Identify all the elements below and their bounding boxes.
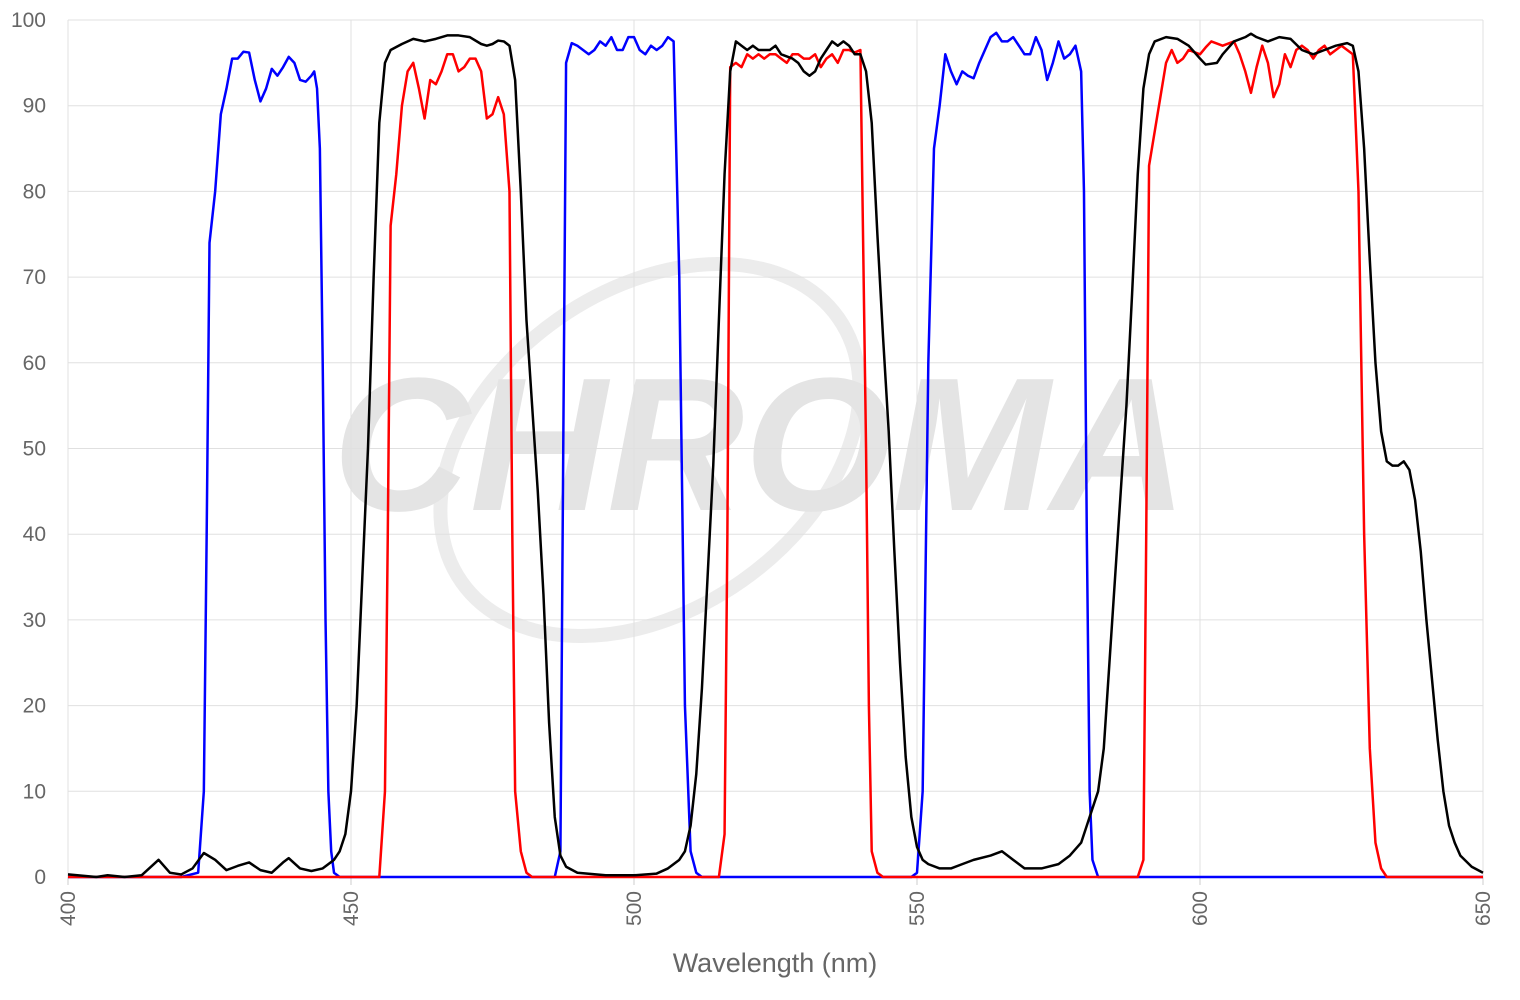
y-tick-label: 100 [11,9,46,32]
series-line [68,40,1483,879]
y-tick-label: 50 [23,438,46,461]
y-tick-label: 40 [23,523,46,546]
series-line [67,32,1484,879]
y-tick-label: 0 [34,866,46,889]
grid [67,19,1484,885]
x-tick-label: 600 [1189,891,1212,926]
watermark-ring [433,257,867,643]
y-tick-label: 60 [23,352,46,375]
series-line [68,31,1483,879]
watermark: CHROMA [333,339,1188,551]
labels: 0 10 20 30 40 50 60 70 80 90 100 400 450 500 550 600 650 [11,9,1495,926]
x-tick-label: 650 [1472,891,1495,926]
y-tick-label: 20 [23,695,46,718]
y-tick-label: 30 [23,609,46,632]
y-tick-label: 10 [23,780,46,803]
x-tick-label: 550 [906,891,929,926]
watermark-group: CHROMA [333,257,1188,643]
y-tick-label: 90 [23,95,46,118]
x-tick-label: 500 [623,891,646,926]
x-tick-label: 400 [57,891,80,926]
y-tick-label: 80 [23,180,46,203]
lines [67,31,1484,879]
y-tick-label: 70 [23,266,46,289]
x-tick-label: 450 [340,891,363,926]
x-axis-label: Wavelength (nm) [673,948,878,978]
